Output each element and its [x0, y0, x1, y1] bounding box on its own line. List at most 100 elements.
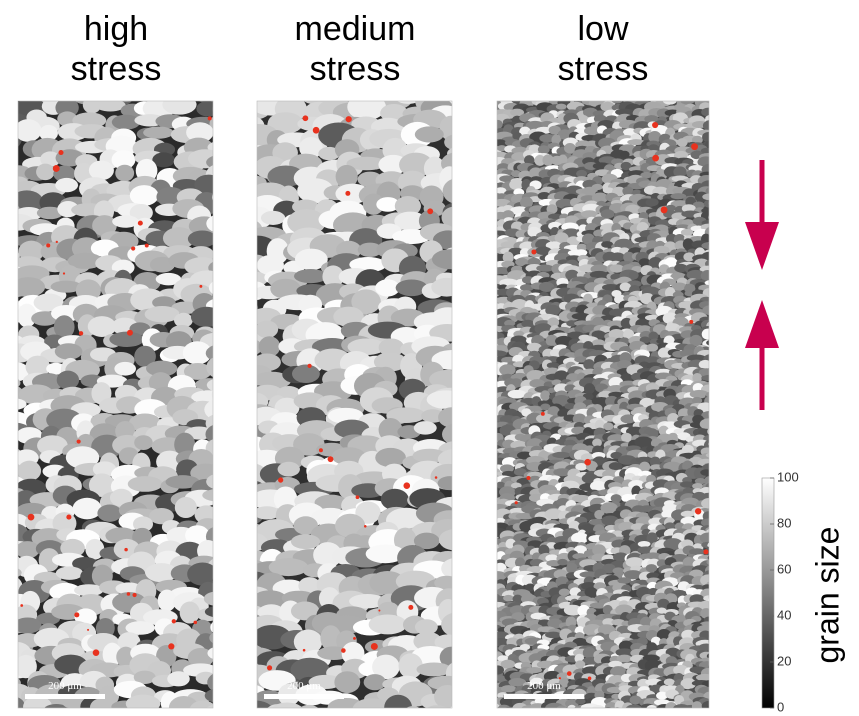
- panel-title: stress: [71, 50, 162, 88]
- grain: [545, 703, 564, 714]
- grain: [711, 600, 722, 610]
- grain: [711, 341, 721, 352]
- grain: [713, 232, 725, 239]
- scale-bar: [504, 694, 584, 699]
- colorbar: [762, 478, 774, 708]
- grain: [583, 711, 601, 716]
- grain: [0, 135, 17, 156]
- grain: [592, 710, 607, 716]
- grain: [692, 701, 702, 711]
- grain: [481, 117, 499, 123]
- grain: [432, 249, 469, 269]
- grain: [324, 708, 347, 716]
- grain-map: [227, 84, 476, 716]
- grain: [526, 667, 542, 673]
- grain: [583, 359, 594, 370]
- grain: [188, 230, 217, 247]
- grain: [664, 679, 675, 686]
- grain: [214, 306, 234, 326]
- grain: [710, 475, 727, 481]
- grain: [583, 91, 596, 99]
- grain: [484, 263, 497, 275]
- grain: [709, 98, 727, 104]
- grain: [369, 614, 407, 634]
- grain: [711, 626, 722, 635]
- grain-map: [480, 89, 730, 716]
- grain: [97, 505, 121, 522]
- grain: [639, 258, 650, 266]
- phase-speck: [278, 477, 283, 482]
- phase-speck: [168, 643, 174, 649]
- grain: [637, 712, 655, 716]
- grain: [621, 433, 632, 443]
- grain: [664, 91, 681, 99]
- phase-speck: [541, 412, 545, 416]
- phase-speck: [74, 612, 79, 617]
- grain: [214, 654, 242, 677]
- grain: [557, 559, 567, 565]
- grain: [205, 606, 237, 618]
- grain: [206, 88, 228, 103]
- grain: [503, 595, 514, 601]
- phase-speck: [346, 116, 352, 122]
- grain: [204, 592, 227, 606]
- grain: [486, 621, 498, 630]
- grain: [562, 91, 580, 99]
- grain: [714, 120, 725, 131]
- scale-bar: [264, 694, 344, 699]
- phase-speck: [28, 514, 35, 521]
- grain: [537, 710, 556, 716]
- colorbar-tick-label: 0: [777, 699, 784, 714]
- grain: [414, 421, 437, 434]
- grain: [620, 151, 630, 158]
- grain: [710, 446, 722, 452]
- grain: [506, 709, 518, 716]
- grain: [560, 95, 572, 101]
- grain: [213, 98, 242, 121]
- grain: [115, 165, 134, 182]
- phase-speck: [695, 508, 701, 514]
- grain: [0, 376, 20, 389]
- grain: [710, 277, 725, 286]
- phase-speck: [303, 649, 306, 652]
- grain: [175, 497, 197, 518]
- grain: [711, 694, 725, 702]
- grain: [708, 212, 724, 223]
- grain: [710, 534, 726, 541]
- grain: [637, 92, 655, 102]
- grain: [711, 285, 730, 293]
- grain: [710, 370, 722, 378]
- grain: [711, 151, 729, 161]
- stress-arrows: [745, 160, 779, 410]
- grain: [45, 87, 69, 99]
- grain: [486, 270, 496, 282]
- phase-speck: [515, 501, 518, 504]
- phase-speck: [124, 548, 128, 552]
- grain: [485, 161, 495, 172]
- grain: [715, 517, 725, 526]
- grain: [710, 250, 726, 258]
- panel-title: medium: [295, 10, 416, 48]
- grain: [712, 495, 725, 502]
- grain: [712, 133, 725, 140]
- grain: [212, 468, 233, 487]
- grain: [207, 647, 228, 660]
- phase-speck: [526, 476, 530, 480]
- grain: [713, 329, 724, 341]
- grain: [219, 271, 237, 285]
- grain: [217, 578, 241, 602]
- grain: [486, 574, 498, 586]
- grain: [708, 303, 726, 310]
- grain: [677, 138, 688, 147]
- grain: [109, 332, 144, 347]
- phase-speck: [567, 671, 572, 676]
- grain: [215, 232, 233, 253]
- grain: [710, 235, 728, 244]
- grain: [481, 520, 498, 527]
- grain: [707, 180, 725, 191]
- grain: [492, 665, 504, 674]
- grain-map: [0, 83, 245, 716]
- grain: [556, 709, 571, 716]
- grain: [481, 336, 498, 346]
- grain: [213, 129, 241, 142]
